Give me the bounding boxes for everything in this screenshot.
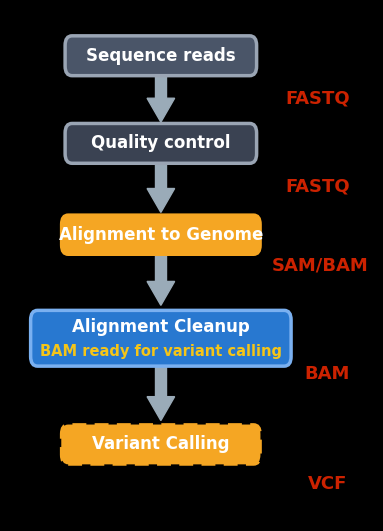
Polygon shape xyxy=(147,397,175,421)
FancyBboxPatch shape xyxy=(65,124,257,164)
FancyBboxPatch shape xyxy=(65,36,257,75)
Text: VCF: VCF xyxy=(308,475,347,493)
FancyBboxPatch shape xyxy=(61,425,260,464)
Text: FASTQ: FASTQ xyxy=(286,89,350,107)
Text: SAM/BAM: SAM/BAM xyxy=(272,256,368,275)
Polygon shape xyxy=(155,364,166,397)
Text: Sequence reads: Sequence reads xyxy=(86,47,236,65)
Text: Alignment to Genome: Alignment to Genome xyxy=(59,226,263,244)
Polygon shape xyxy=(147,98,175,122)
Polygon shape xyxy=(147,281,175,305)
Polygon shape xyxy=(155,164,166,189)
Text: Alignment Cleanup: Alignment Cleanup xyxy=(72,318,250,336)
Text: BAM: BAM xyxy=(305,365,350,383)
FancyBboxPatch shape xyxy=(31,310,291,366)
FancyBboxPatch shape xyxy=(61,215,260,254)
Polygon shape xyxy=(155,75,166,98)
Text: Variant Calling: Variant Calling xyxy=(92,435,230,453)
Text: Quality control: Quality control xyxy=(91,134,231,152)
Text: FASTQ: FASTQ xyxy=(286,178,350,196)
Polygon shape xyxy=(147,189,175,212)
Polygon shape xyxy=(155,255,166,281)
Text: BAM ready for variant calling: BAM ready for variant calling xyxy=(40,344,282,359)
